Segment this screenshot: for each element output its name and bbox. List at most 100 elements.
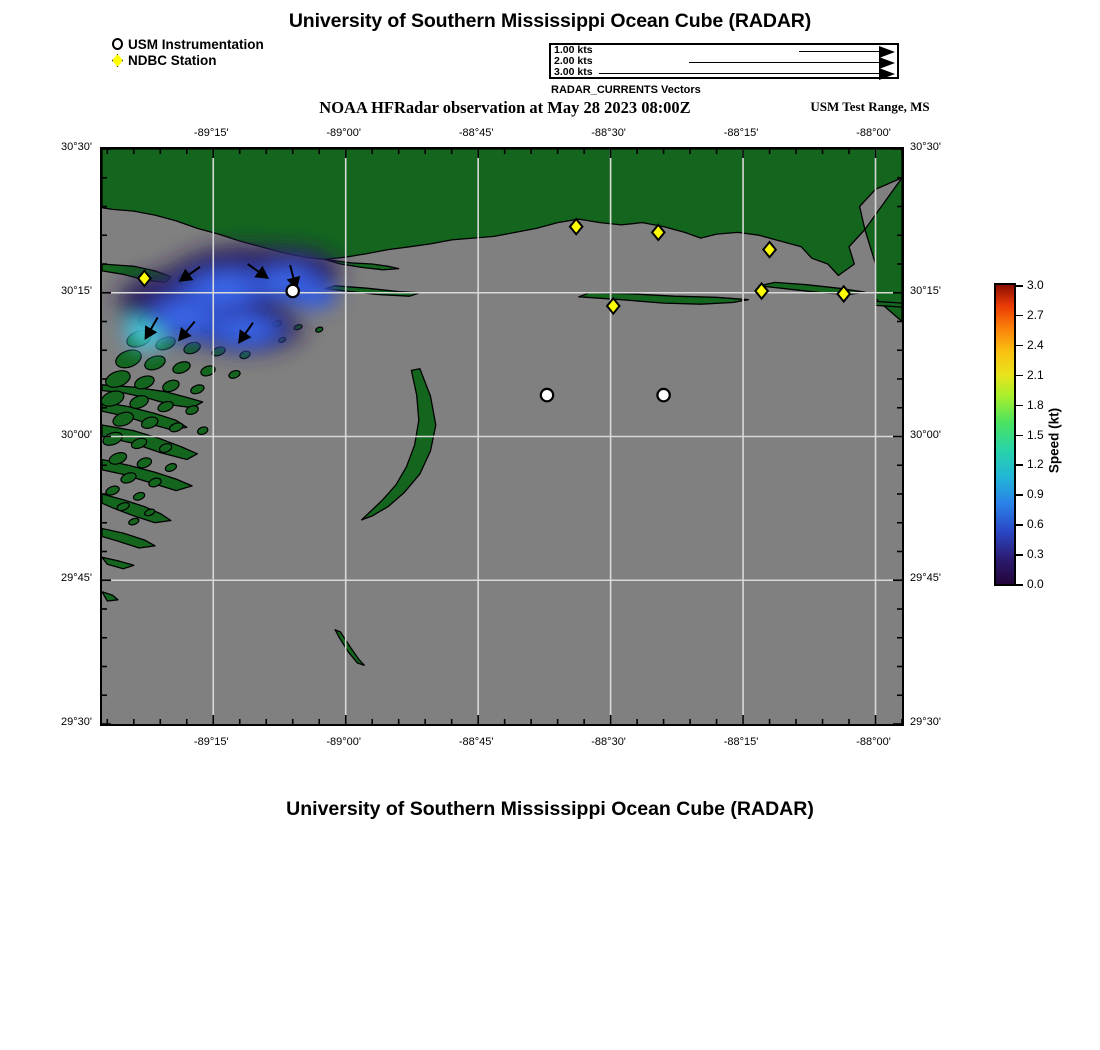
islet: [108, 452, 128, 465]
islet: [158, 443, 173, 453]
vector-arrowhead-3: [879, 68, 895, 80]
islet: [200, 365, 216, 377]
colorbar-tick: [1016, 584, 1023, 586]
y-axis-label-right: 30°00': [910, 428, 941, 441]
colorbar-tick-label: 2.7: [1027, 307, 1044, 322]
islet: [105, 485, 120, 496]
vector-legend-row-1: 1.00 kts: [551, 44, 897, 58]
colorbar-tick-label: 0.0: [1027, 577, 1044, 591]
usm-instrumentation-marker[interactable]: [656, 387, 671, 403]
colorbar-tick-label: 2.4: [1027, 337, 1044, 352]
islet: [144, 355, 166, 371]
islet: [140, 416, 159, 429]
colorbar-tick-label: 0.3: [1027, 547, 1044, 562]
x-axis-label-top: -88°15': [723, 127, 759, 139]
land-polygon: [102, 458, 193, 492]
y-axis-label-left: 30°00': [61, 428, 92, 441]
islet: [172, 361, 191, 374]
ndbc-station-marker[interactable]: [836, 284, 852, 304]
islet: [102, 390, 125, 407]
land-polygon: [874, 300, 902, 308]
colorbar-tick: [1016, 344, 1023, 347]
map-plot-area[interactable]: [100, 147, 904, 726]
islet: [132, 491, 146, 501]
ndbc-station-marker[interactable]: [568, 217, 584, 236]
yellow-diamond-icon: [110, 53, 128, 69]
colorbar-tick-label: 2.1: [1027, 367, 1044, 382]
islet: [130, 437, 148, 450]
islet: [228, 369, 241, 379]
colorbar: 3.0 2.7 2.4 2.1 1.8 1.5 1.2 0.9 0.6 0.3 0.0 Speed …: [994, 278, 1062, 591]
islet: [164, 463, 178, 472]
map-graphics: [102, 149, 902, 724]
colorbar-gradient: [994, 283, 1016, 586]
legend-item-usm-instrumentation: USM Instrumentation: [110, 37, 264, 53]
x-axis-label-top: -88°45': [458, 127, 494, 139]
page-title: University of Southern Mississippi Ocean…: [288, 10, 812, 32]
legend-label-ndbc: NDBC Station: [128, 53, 217, 68]
land-polygon: [334, 629, 365, 666]
islet: [120, 472, 137, 484]
colorbar-tick: [1016, 314, 1023, 317]
vector-legend-label-3: 3.00 kts: [554, 66, 593, 78]
map-gridlines: [102, 149, 902, 724]
station-markers: [136, 217, 852, 403]
colorbar-tick: [1016, 554, 1023, 556]
ndbc-station-marker[interactable]: [605, 296, 621, 316]
vector-legend-row-3: 3.00 kts: [551, 66, 897, 80]
ndbc-station-marker[interactable]: [650, 223, 666, 242]
land-polygon: [102, 527, 156, 549]
islet: [136, 457, 153, 469]
colorbar-tick-label: 0.6: [1027, 517, 1044, 532]
legend-item-ndbc-station: NDBC Station: [110, 53, 264, 69]
islet: [144, 508, 156, 517]
colorbar-tick-label: 1.2: [1027, 457, 1044, 472]
vector-legend-row-2: 2.00 kts: [551, 56, 897, 69]
islet: [168, 422, 184, 433]
map-canvas: [102, 149, 902, 724]
islet: [196, 426, 209, 436]
vector-arrowhead-1: [879, 46, 895, 58]
x-axis-label-bottom: -88°45': [458, 736, 494, 748]
vector-arrowhead-2: [879, 57, 895, 69]
land-polygon: [102, 591, 119, 602]
islet: [102, 431, 123, 446]
land-polygon: [102, 493, 172, 524]
x-axis-label-bottom: -88°00': [856, 736, 891, 748]
colorbar-tick-label: 0.9: [1027, 487, 1044, 502]
colorbar-tick: [1016, 374, 1023, 377]
usm-instrumentation-marker[interactable]: [285, 283, 300, 299]
islet: [105, 370, 131, 388]
colorbar-tick: [1016, 434, 1023, 437]
current-speed-field: [107, 236, 351, 360]
ndbc-station-marker[interactable]: [762, 240, 778, 259]
speed-blob: [284, 278, 343, 313]
colorbar-tick: [1016, 404, 1023, 407]
speed-blob: [194, 307, 296, 354]
islet: [315, 326, 324, 333]
y-axis-label-left: 29°45': [61, 572, 92, 585]
usm-instrumentation-marker[interactable]: [539, 387, 555, 403]
ndbc-station-marker[interactable]: [136, 269, 152, 288]
x-axis-label-top: -89°15': [193, 127, 229, 139]
islet: [134, 375, 155, 390]
y-axis-label-right: 30°15': [910, 284, 941, 297]
vector-legend-caption: RADAR_CURRENTS Vectors: [551, 84, 701, 96]
y-axis-label-right: 29°30': [910, 716, 941, 728]
islet: [129, 395, 149, 409]
y-axis-label-left: 30°15': [61, 284, 92, 297]
observation-subtitle: NOAA HFRadar observation at May 28 2023 …: [319, 98, 691, 117]
land-polygon: [102, 556, 135, 570]
colorbar-tick-label: 3.0: [1027, 278, 1044, 292]
islet: [116, 502, 130, 512]
map-frame-ticks: [102, 149, 902, 724]
land-polygon: [864, 177, 902, 323]
y-axis-label-left: 30°30': [61, 141, 92, 153]
ndbc-station-marker[interactable]: [754, 281, 770, 301]
vector-tail-3: [599, 73, 879, 75]
test-range-label: USM Test Range, MS: [810, 99, 930, 114]
islet: [148, 477, 162, 488]
colorbar-tick: [1016, 494, 1023, 496]
vector-legend-label-1: 1.00 kts: [554, 44, 593, 56]
x-axis-label-bottom: -88°15': [723, 736, 759, 748]
